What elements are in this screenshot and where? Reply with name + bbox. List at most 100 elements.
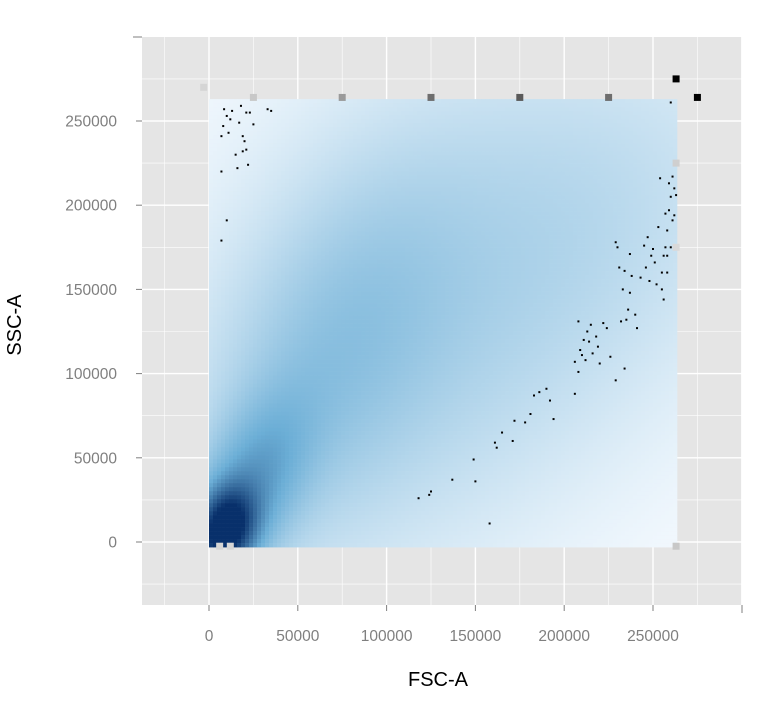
density-cell [453, 207, 458, 212]
density-cell [313, 107, 318, 112]
density-cell [485, 179, 490, 184]
density-cell [557, 255, 562, 260]
density-cell [449, 171, 454, 176]
density-cell [289, 215, 294, 220]
density-cell [461, 191, 466, 196]
density-cell [489, 143, 494, 148]
density-cell [221, 171, 226, 176]
density-cell [529, 119, 534, 124]
density-cell [485, 111, 490, 116]
density-cell [525, 219, 530, 224]
density-cell [605, 143, 610, 148]
density-cell [577, 155, 582, 160]
density-cell [313, 183, 318, 188]
density-cell [321, 247, 326, 252]
density-cell [669, 199, 674, 204]
density-cell [277, 199, 282, 204]
density-cell [537, 151, 542, 156]
density-cell [605, 207, 610, 212]
density-cell [657, 167, 662, 172]
density-cell [657, 239, 662, 244]
density-cell [293, 207, 298, 212]
density-cell [253, 143, 258, 148]
density-cell [229, 243, 234, 248]
density-cell [429, 199, 434, 204]
density-cell [633, 223, 638, 228]
density-cell [493, 215, 498, 220]
density-cell [497, 107, 502, 112]
density-cell [357, 159, 362, 164]
density-cell [385, 251, 390, 256]
density-cell [649, 183, 654, 188]
density-cell [425, 163, 430, 168]
density-cell [357, 203, 362, 208]
density-cell [221, 143, 226, 148]
density-cell [525, 243, 530, 248]
density-cell [241, 131, 246, 136]
density-cell [593, 139, 598, 144]
density-cell [397, 99, 402, 104]
density-cell [253, 111, 258, 116]
density-cell [621, 199, 626, 204]
density-cell [393, 227, 398, 232]
density-cell [545, 191, 550, 196]
density-cell [517, 119, 522, 124]
density-cell [217, 179, 222, 184]
density-cell [577, 195, 582, 200]
density-cell [357, 207, 362, 212]
density-cell [337, 111, 342, 116]
density-cell [401, 239, 406, 244]
density-cell [233, 123, 238, 128]
density-cell [253, 171, 258, 176]
density-cell [537, 135, 542, 140]
density-cell [209, 123, 214, 128]
density-cell [349, 171, 354, 176]
density-cell [569, 143, 574, 148]
density-cell [273, 143, 278, 148]
density-cell [349, 151, 354, 156]
density-cell [245, 119, 250, 124]
density-cell [317, 123, 322, 128]
density-cell [325, 183, 330, 188]
density-cell [237, 231, 242, 236]
density-cell [609, 107, 614, 112]
density-cell [413, 103, 418, 108]
density-cell [485, 255, 490, 260]
density-cell [493, 195, 498, 200]
density-cell [565, 167, 570, 172]
density-cell [313, 167, 318, 172]
density-cell [489, 223, 494, 228]
density-cell [477, 183, 482, 188]
density-cell [233, 239, 238, 244]
density-cell [365, 195, 370, 200]
density-cell [657, 151, 662, 156]
density-cell [557, 231, 562, 236]
density-cell [501, 227, 506, 232]
density-cell [589, 123, 594, 128]
density-cell [345, 259, 350, 264]
density-cell [629, 99, 634, 104]
density-cell [365, 111, 370, 116]
density-cell [661, 163, 666, 168]
density-cell [613, 163, 618, 168]
density-cell [657, 119, 662, 124]
density-cell [409, 255, 414, 260]
density-cell [285, 259, 290, 264]
density-cell [589, 255, 594, 260]
density-cell [293, 119, 298, 124]
density-cell [389, 131, 394, 136]
density-cell [225, 147, 230, 152]
density-cell [513, 211, 518, 216]
density-cell [393, 255, 398, 260]
density-cell [289, 179, 294, 184]
density-cell [457, 159, 462, 164]
density-cell [653, 163, 658, 168]
density-cell [613, 259, 618, 264]
density-cell [305, 171, 310, 176]
density-cell [501, 131, 506, 136]
density-cell [561, 127, 566, 132]
density-cell [645, 139, 650, 144]
density-cell [533, 107, 538, 112]
density-cell [481, 191, 486, 196]
density-cell [381, 163, 386, 168]
